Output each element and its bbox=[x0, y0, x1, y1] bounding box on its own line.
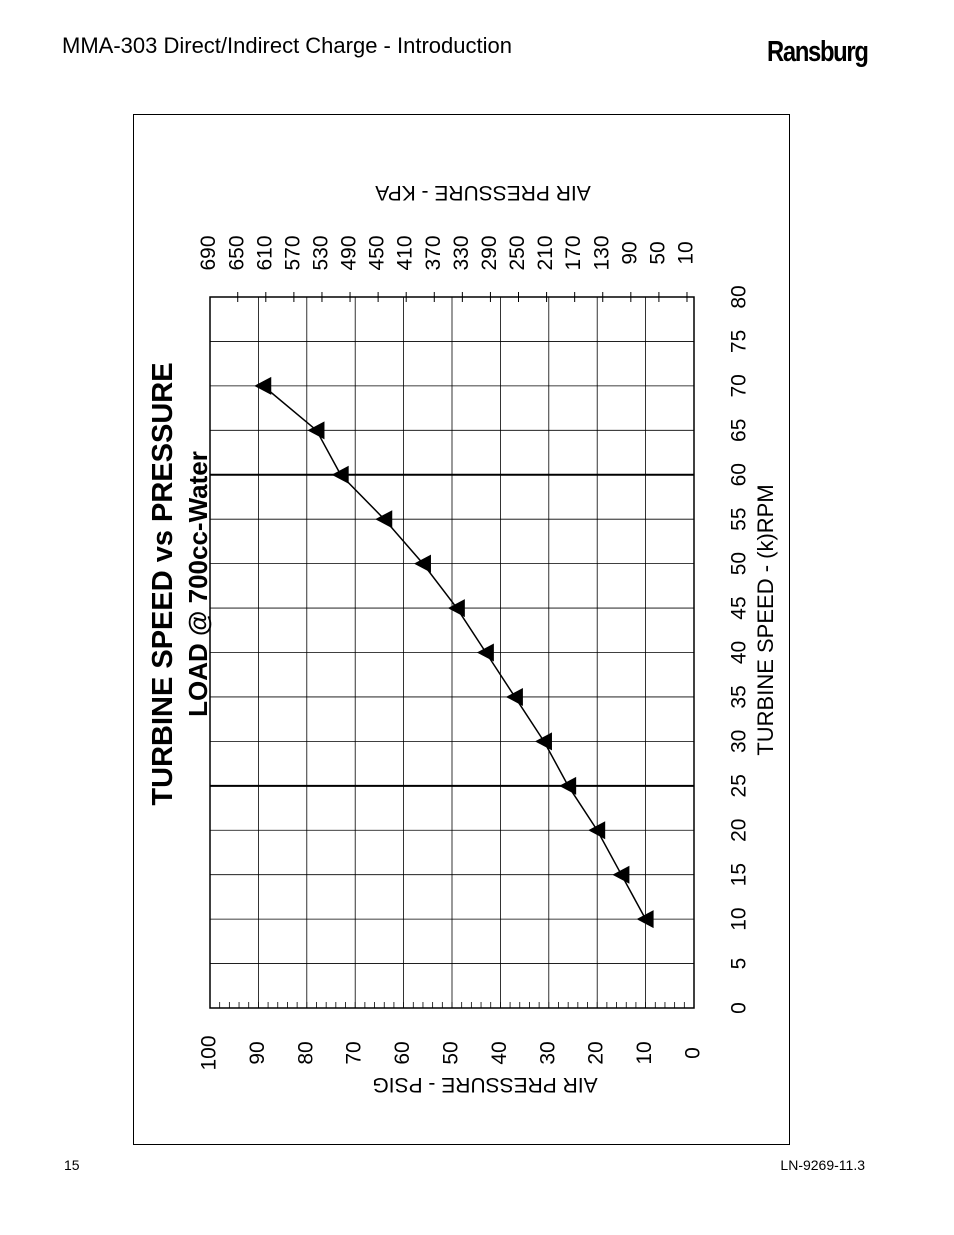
plot-border bbox=[209, 296, 695, 1009]
data-point-marker bbox=[254, 376, 272, 395]
y-tick-label: 60 bbox=[391, 1041, 414, 1064]
page-number: 15 bbox=[64, 1157, 80, 1173]
y-axis-label: AIR PRESSURE - PSIG bbox=[372, 1073, 597, 1096]
y-tick-label: 0 bbox=[682, 1047, 705, 1059]
data-point-marker bbox=[534, 732, 552, 751]
y-axis-ticks: 0 10 20 30 40 50 60 70 80 90 100 bbox=[198, 1035, 705, 1070]
data-point-marker bbox=[559, 776, 577, 795]
y2-tick-label: 330 bbox=[450, 235, 473, 270]
y2-tick-label: 370 bbox=[422, 235, 445, 270]
data-point-marker bbox=[588, 821, 606, 840]
data-point-marker bbox=[307, 421, 325, 440]
y2-tick-label: 650 bbox=[225, 235, 248, 270]
y-tick-label: 80 bbox=[294, 1041, 317, 1064]
y2-tick-label: 130 bbox=[590, 235, 613, 270]
data-point-marker bbox=[612, 865, 630, 884]
x-tick-label: 80 bbox=[728, 285, 751, 308]
x-tick-label: 70 bbox=[728, 374, 751, 397]
x-tick-label: 60 bbox=[728, 463, 751, 486]
y2-axis-label: AIR PRESSURE - KPA bbox=[375, 181, 591, 204]
plot-area bbox=[209, 296, 695, 1009]
y2-tick-label: 90 bbox=[618, 241, 641, 264]
data-point-marker bbox=[476, 643, 494, 662]
data-point-marker bbox=[447, 599, 465, 618]
y2-tick-label: 170 bbox=[562, 235, 585, 270]
y-tick-label: 40 bbox=[488, 1041, 511, 1064]
brand-logo: Ransburg bbox=[767, 36, 870, 68]
y2-tick-label: 530 bbox=[310, 235, 333, 270]
x-tick-label: 0 bbox=[728, 1002, 751, 1014]
x-tick-label: 30 bbox=[728, 730, 751, 753]
chart-subtitle: LOAD @ 700cc-Water bbox=[183, 451, 213, 717]
y2-tick-label: 570 bbox=[281, 235, 304, 270]
x-tick-label: 45 bbox=[728, 596, 751, 619]
data-point-marker bbox=[413, 554, 431, 573]
x-tick-label: 10 bbox=[728, 907, 751, 930]
x-tick-label: 55 bbox=[728, 508, 751, 531]
x-tick-label: 20 bbox=[728, 819, 751, 842]
x-tick-label: 50 bbox=[728, 552, 751, 575]
document-code: LN-9269-11.3 bbox=[780, 1157, 865, 1173]
chart-title: TURBINE SPEED vs PRESSURE bbox=[147, 362, 179, 805]
y2-tick-label: 690 bbox=[197, 235, 220, 270]
series bbox=[254, 376, 654, 929]
y2-tick-label: 450 bbox=[366, 235, 389, 270]
x-tick-label: 65 bbox=[728, 419, 751, 442]
y-tick-label: 20 bbox=[585, 1041, 608, 1064]
y2-tick-label: 490 bbox=[338, 235, 361, 270]
x-tick-label: 35 bbox=[728, 685, 751, 708]
data-point-marker bbox=[375, 510, 393, 529]
y2-tick-label: 10 bbox=[675, 241, 698, 264]
y2-tick-label: 290 bbox=[478, 235, 501, 270]
data-point-marker bbox=[636, 910, 654, 929]
x-tick-label: 15 bbox=[728, 863, 751, 886]
y-tick-label: 90 bbox=[246, 1041, 269, 1064]
x-tick-label: 25 bbox=[728, 774, 751, 797]
y2-tick-label: 410 bbox=[394, 235, 417, 270]
data-point-marker bbox=[331, 465, 349, 484]
y2-tick-label: 610 bbox=[253, 235, 276, 270]
y2-tick-label: 210 bbox=[534, 235, 557, 270]
x-tick-label: 40 bbox=[728, 641, 751, 664]
y-tick-label: 70 bbox=[343, 1041, 366, 1064]
page-header-title: MMA-303 Direct/Indirect Charge - Introdu… bbox=[62, 33, 512, 58]
x-axis-label: TURBINE SPEED - (k)RPM bbox=[753, 484, 778, 755]
chart-frame bbox=[133, 114, 790, 1145]
x-tick-label: 75 bbox=[728, 330, 751, 353]
y-tick-label: 10 bbox=[633, 1041, 656, 1064]
y-tick-label: 50 bbox=[440, 1041, 463, 1064]
data-point-marker bbox=[505, 687, 523, 706]
x-axis-ticks: 0 5 10 15 20 25 30 35 40 45 50 55 60 65 70 75 80 bbox=[728, 285, 751, 1014]
y2-tick-label: 250 bbox=[506, 235, 529, 270]
y-tick-label: 30 bbox=[536, 1041, 559, 1064]
x-tick-label: 5 bbox=[728, 958, 751, 970]
y2-tick-label: 50 bbox=[646, 241, 669, 264]
y-tick-label: 100 bbox=[198, 1035, 221, 1070]
chart-grid bbox=[209, 292, 695, 1009]
